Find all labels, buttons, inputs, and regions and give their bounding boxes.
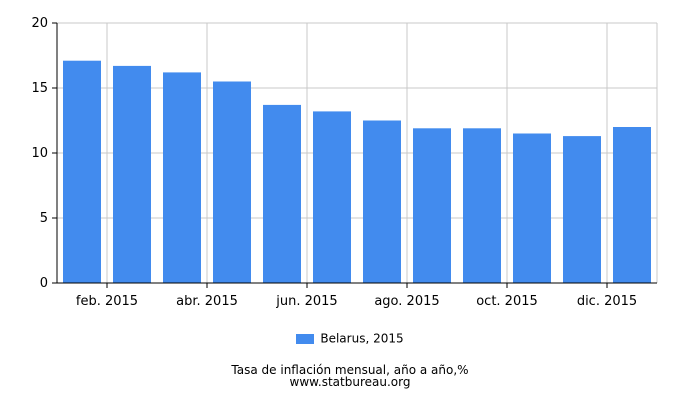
legend-swatch xyxy=(296,333,315,344)
bar xyxy=(563,136,601,283)
bar xyxy=(163,72,201,284)
bar xyxy=(63,60,101,284)
x-tick-label: abr. 2015 xyxy=(176,294,238,309)
y-tick-label: 5 xyxy=(40,211,48,226)
y-tick-label: 15 xyxy=(31,81,48,96)
legend: Belarus, 2015 xyxy=(0,331,700,346)
bar xyxy=(413,128,451,283)
bar xyxy=(613,127,651,283)
bar xyxy=(363,120,401,283)
x-tick-label: jun. 2015 xyxy=(275,294,337,309)
chart-title: Tasa de inflación mensual, año a año,% xyxy=(231,363,469,377)
bar xyxy=(263,104,301,284)
y-tick-label: 10 xyxy=(31,146,48,161)
bar xyxy=(213,81,251,283)
x-tick-label: oct. 2015 xyxy=(476,294,538,309)
bar xyxy=(463,128,501,283)
source-url: www.statbureau.org xyxy=(289,375,411,389)
bar xyxy=(313,111,351,284)
y-tick-label: 20 xyxy=(31,16,48,31)
x-tick-label: feb. 2015 xyxy=(76,294,138,309)
bar xyxy=(513,133,551,283)
bar-chart: 0 5 10 15 20 feb. 2015 abr. 2015 jun. 2015 ago. … xyxy=(31,16,658,309)
x-tick-label: dic. 2015 xyxy=(577,294,637,309)
x-tick-label: ago. 2015 xyxy=(374,294,439,309)
legend-label: Belarus, 2015 xyxy=(320,331,404,346)
y-tick-label: 0 xyxy=(40,276,48,291)
bar xyxy=(113,65,151,284)
